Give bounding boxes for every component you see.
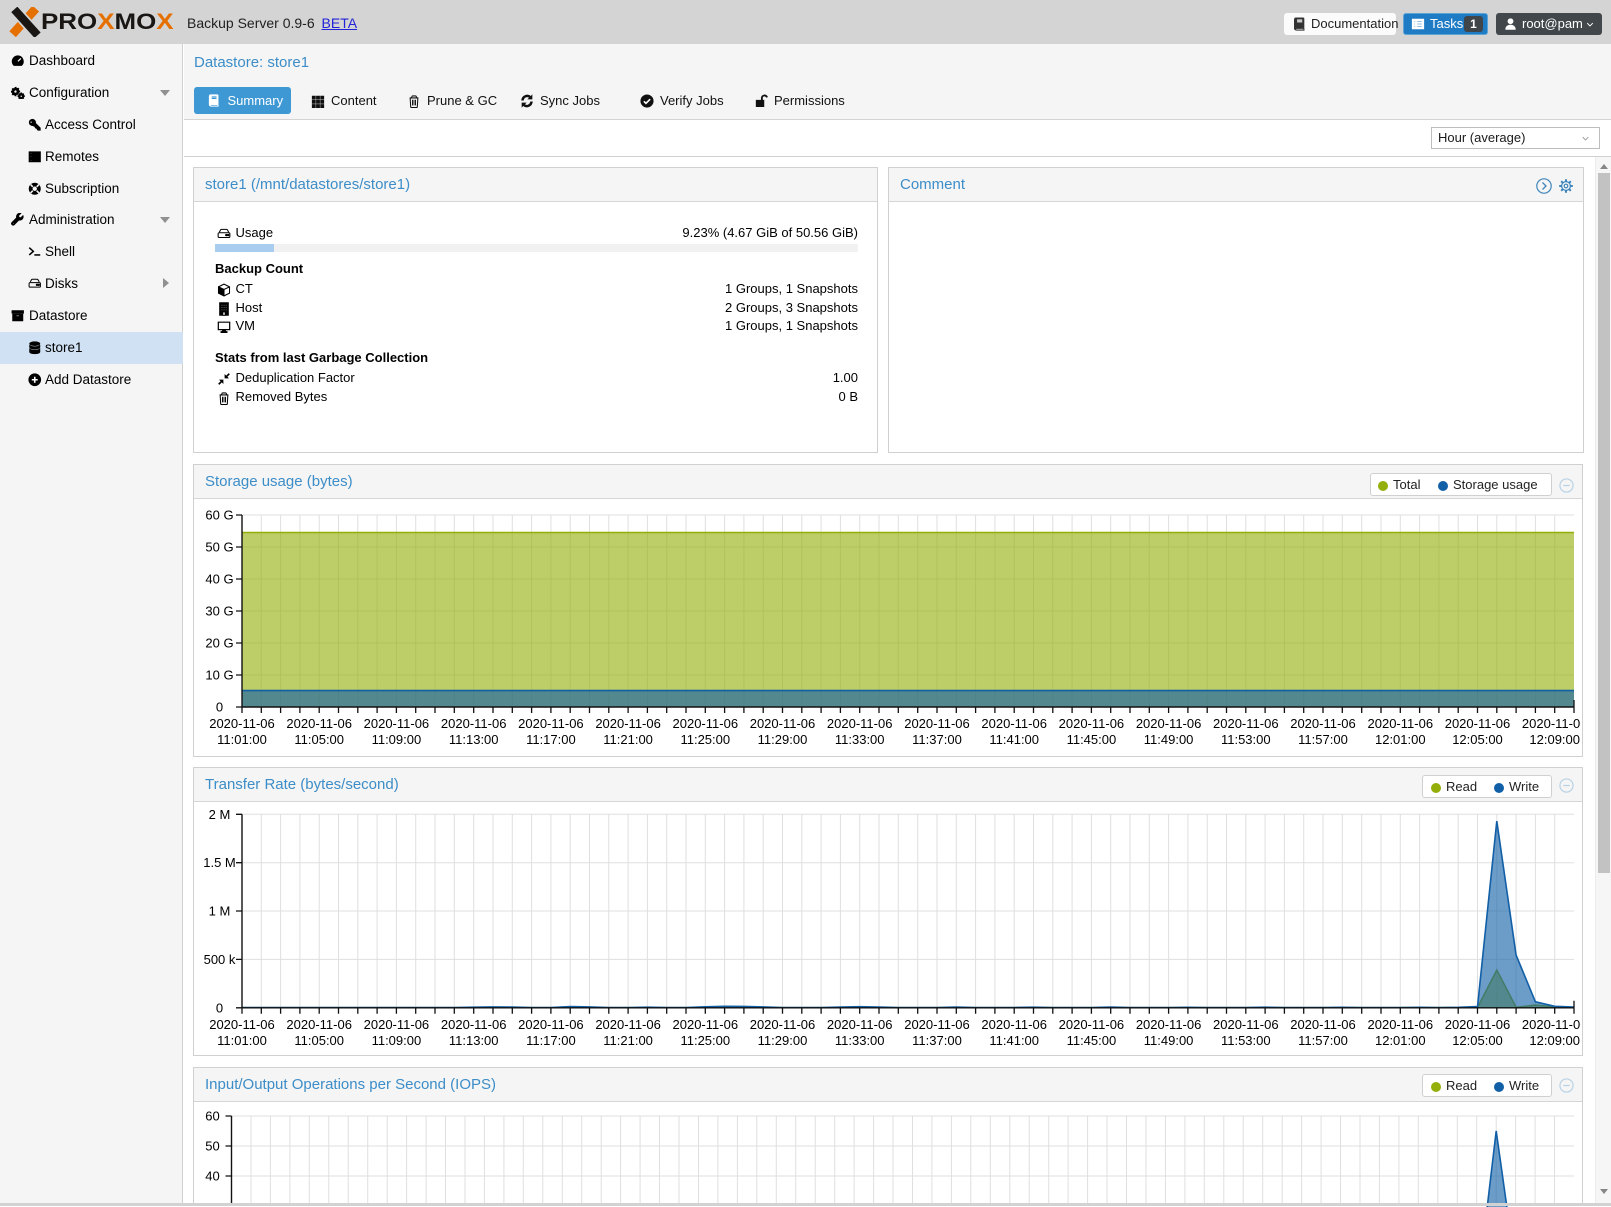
svg-text:12:01:00: 12:01:00 bbox=[1375, 732, 1426, 747]
svg-text:12:01:00: 12:01:00 bbox=[1375, 1033, 1426, 1048]
svg-text:2020-11-06: 2020-11-06 bbox=[827, 716, 893, 731]
svg-text:11:33:00: 11:33:00 bbox=[835, 1033, 885, 1048]
svg-text:2020-11-06: 2020-11-06 bbox=[981, 1017, 1047, 1032]
svg-text:11:29:00: 11:29:00 bbox=[758, 1033, 808, 1048]
svg-text:11:37:00: 11:37:00 bbox=[912, 1033, 962, 1048]
svg-text:1 M: 1 M bbox=[209, 904, 231, 919]
svg-text:0: 0 bbox=[216, 1000, 223, 1015]
svg-text:2020-11-06: 2020-11-06 bbox=[209, 716, 275, 731]
svg-text:0: 0 bbox=[216, 700, 223, 715]
svg-text:2020-11-06: 2020-11-06 bbox=[1522, 1017, 1581, 1032]
svg-text:11:53:00: 11:53:00 bbox=[1221, 732, 1271, 747]
svg-text:2020-11-06: 2020-11-06 bbox=[518, 716, 584, 731]
svg-text:40 G: 40 G bbox=[205, 572, 233, 587]
svg-text:11:25:00: 11:25:00 bbox=[680, 1033, 730, 1048]
svg-text:2 M: 2 M bbox=[209, 807, 231, 822]
svg-text:2020-11-06: 2020-11-06 bbox=[441, 1017, 507, 1032]
svg-text:2020-11-06: 2020-11-06 bbox=[518, 1017, 584, 1032]
svg-text:2020-11-06: 2020-11-06 bbox=[286, 1017, 352, 1032]
svg-text:2020-11-06: 2020-11-06 bbox=[1368, 1017, 1434, 1032]
svg-text:11:37:00: 11:37:00 bbox=[912, 732, 962, 747]
svg-text:40: 40 bbox=[205, 1169, 219, 1184]
svg-text:500 k: 500 k bbox=[204, 952, 236, 967]
svg-text:11:29:00: 11:29:00 bbox=[758, 732, 808, 747]
svg-text:11:45:00: 11:45:00 bbox=[1067, 1033, 1117, 1048]
svg-text:11:53:00: 11:53:00 bbox=[1221, 1033, 1271, 1048]
svg-text:11:01:00: 11:01:00 bbox=[217, 732, 267, 747]
svg-text:2020-11-06: 2020-11-06 bbox=[1445, 716, 1511, 731]
svg-text:2020-11-06: 2020-11-06 bbox=[1059, 1017, 1125, 1032]
svg-text:11:41:00: 11:41:00 bbox=[989, 732, 1039, 747]
svg-text:2020-11-06: 2020-11-06 bbox=[673, 716, 739, 731]
svg-text:20 G: 20 G bbox=[205, 636, 233, 651]
svg-text:10 G: 10 G bbox=[205, 668, 233, 683]
svg-text:60 G: 60 G bbox=[205, 508, 233, 523]
svg-text:2020-11-06: 2020-11-06 bbox=[1445, 1017, 1511, 1032]
svg-text:11:49:00: 11:49:00 bbox=[1144, 732, 1194, 747]
svg-text:2020-11-06: 2020-11-06 bbox=[1368, 716, 1434, 731]
svg-text:2020-11-06: 2020-11-06 bbox=[1290, 1017, 1356, 1032]
svg-text:11:13:00: 11:13:00 bbox=[449, 732, 499, 747]
svg-text:2020-11-06: 2020-11-06 bbox=[595, 1017, 661, 1032]
svg-text:11:13:00: 11:13:00 bbox=[449, 1033, 499, 1048]
svg-text:1.5 M: 1.5 M bbox=[203, 855, 236, 870]
svg-text:2020-11-06: 2020-11-06 bbox=[981, 716, 1047, 731]
svg-text:12:05:00: 12:05:00 bbox=[1452, 1033, 1503, 1048]
svg-text:2020-11-06: 2020-11-06 bbox=[750, 716, 816, 731]
svg-text:2020-11-06: 2020-11-06 bbox=[827, 1017, 893, 1032]
svg-text:11:41:00: 11:41:00 bbox=[989, 1033, 1039, 1048]
svg-text:12:09:00: 12:09:00 bbox=[1529, 732, 1580, 747]
svg-text:12:09:00: 12:09:00 bbox=[1529, 1033, 1580, 1048]
svg-text:11:33:00: 11:33:00 bbox=[835, 732, 885, 747]
svg-text:2020-11-06: 2020-11-06 bbox=[673, 1017, 739, 1032]
svg-text:50 G: 50 G bbox=[205, 540, 233, 555]
svg-text:2020-11-06: 2020-11-06 bbox=[750, 1017, 816, 1032]
svg-text:PROXMOX: PROXMOX bbox=[41, 10, 174, 35]
svg-text:2020-11-06: 2020-11-06 bbox=[441, 716, 507, 731]
svg-text:2020-11-06: 2020-11-06 bbox=[904, 716, 970, 731]
svg-text:2020-11-06: 2020-11-06 bbox=[1213, 1017, 1279, 1032]
svg-text:12:05:00: 12:05:00 bbox=[1452, 732, 1503, 747]
svg-text:11:09:00: 11:09:00 bbox=[372, 732, 422, 747]
svg-text:50: 50 bbox=[205, 1139, 219, 1154]
svg-text:2020-11-06: 2020-11-06 bbox=[364, 716, 430, 731]
svg-text:11:25:00: 11:25:00 bbox=[680, 732, 730, 747]
svg-text:11:05:00: 11:05:00 bbox=[294, 1033, 344, 1048]
svg-text:2020-11-06: 2020-11-06 bbox=[1522, 716, 1581, 731]
svg-text:11:05:00: 11:05:00 bbox=[294, 732, 344, 747]
svg-text:2020-11-06: 2020-11-06 bbox=[1136, 1017, 1202, 1032]
svg-text:11:09:00: 11:09:00 bbox=[372, 1033, 422, 1048]
svg-text:2020-11-06: 2020-11-06 bbox=[364, 1017, 430, 1032]
svg-text:60: 60 bbox=[205, 1109, 219, 1124]
svg-text:2020-11-06: 2020-11-06 bbox=[1290, 716, 1356, 731]
svg-text:2020-11-06: 2020-11-06 bbox=[1136, 716, 1202, 731]
svg-text:11:57:00: 11:57:00 bbox=[1298, 1033, 1348, 1048]
svg-text:11:45:00: 11:45:00 bbox=[1067, 732, 1117, 747]
svg-text:11:21:00: 11:21:00 bbox=[603, 1033, 653, 1048]
svg-text:2020-11-06: 2020-11-06 bbox=[1059, 716, 1125, 731]
svg-text:11:01:00: 11:01:00 bbox=[217, 1033, 267, 1048]
svg-text:30 G: 30 G bbox=[205, 604, 233, 619]
svg-text:11:21:00: 11:21:00 bbox=[603, 732, 653, 747]
svg-text:2020-11-06: 2020-11-06 bbox=[286, 716, 352, 731]
svg-text:11:49:00: 11:49:00 bbox=[1144, 1033, 1194, 1048]
svg-text:11:17:00: 11:17:00 bbox=[526, 732, 576, 747]
svg-text:2020-11-06: 2020-11-06 bbox=[209, 1017, 275, 1032]
svg-text:11:17:00: 11:17:00 bbox=[526, 1033, 576, 1048]
svg-text:11:57:00: 11:57:00 bbox=[1298, 732, 1348, 747]
svg-text:2020-11-06: 2020-11-06 bbox=[1213, 716, 1279, 731]
svg-text:2020-11-06: 2020-11-06 bbox=[595, 716, 661, 731]
svg-text:2020-11-06: 2020-11-06 bbox=[904, 1017, 970, 1032]
